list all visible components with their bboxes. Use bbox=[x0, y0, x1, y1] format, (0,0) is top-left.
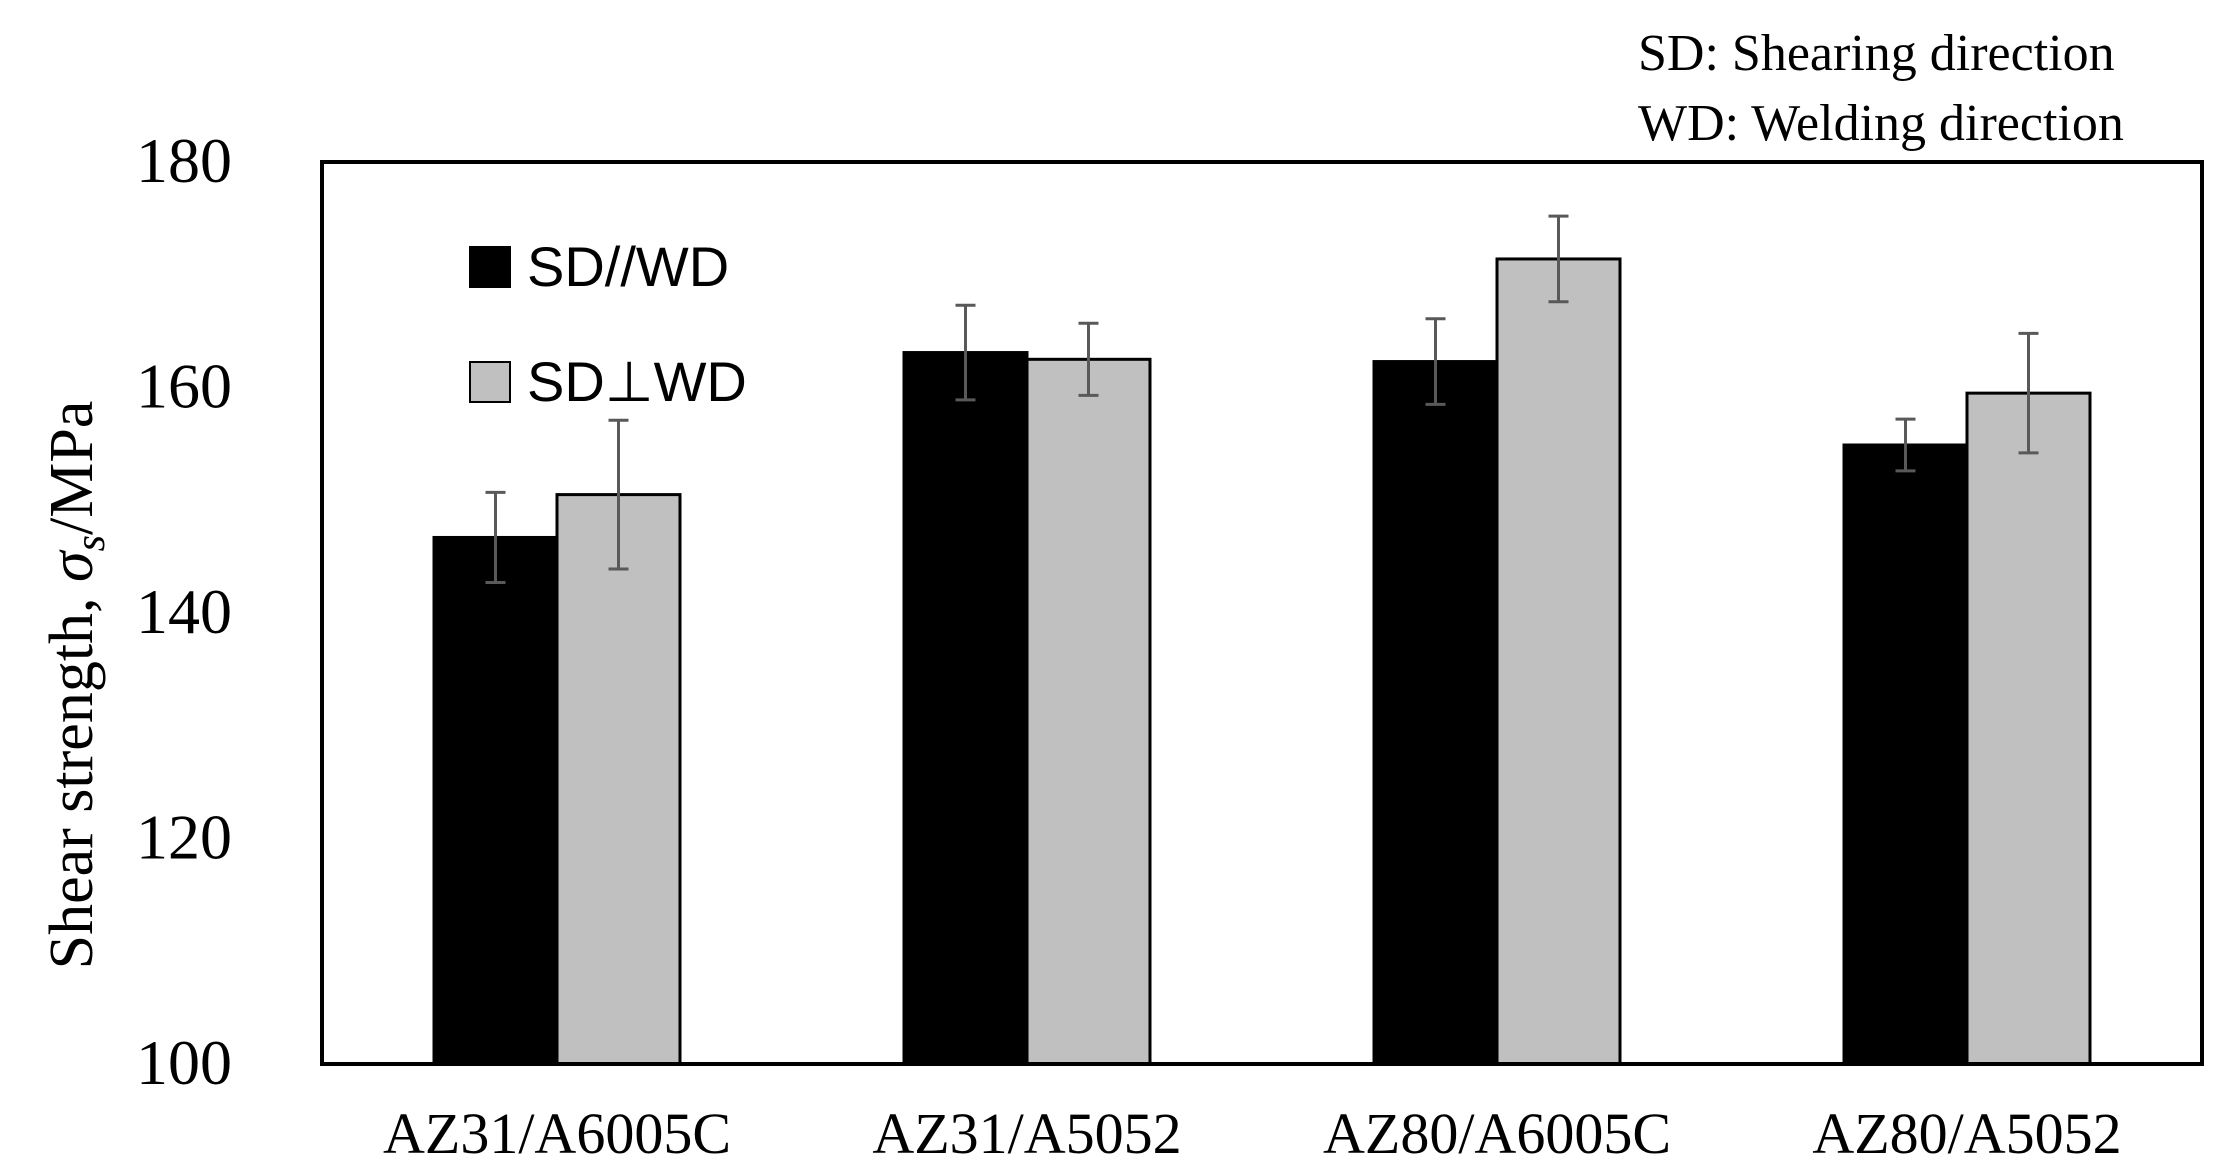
bar bbox=[1965, 391, 2092, 1066]
x-tick-labels: AZ31/A6005C AZ31/A5052 AZ80/A6005C AZ80/A50… bbox=[383, 1101, 2122, 1166]
error-bar bbox=[1425, 317, 1446, 406]
error-bar bbox=[485, 490, 506, 585]
y-tick-label: 100 bbox=[136, 1027, 232, 1098]
y-tick-label: 120 bbox=[136, 802, 232, 873]
legend: SD//WD SD⊥WD bbox=[469, 235, 747, 413]
error-bars-layer bbox=[485, 214, 2039, 585]
legend-label-sd-perp-wd: SD⊥WD bbox=[527, 350, 747, 413]
bar bbox=[432, 535, 559, 1066]
y-tick-label: 180 bbox=[136, 125, 232, 196]
bar bbox=[1025, 357, 1152, 1066]
x-tick-label: AZ80/A6005C bbox=[1323, 1101, 1671, 1166]
bar bbox=[1842, 443, 1969, 1066]
annotation-wd: WD: Welding direction bbox=[1638, 95, 2124, 152]
y-tick-label: 140 bbox=[136, 576, 232, 647]
y-axis-label-main: Shear strength, bbox=[38, 582, 106, 969]
bar bbox=[902, 351, 1029, 1066]
bar bbox=[555, 493, 682, 1066]
error-bar bbox=[2018, 331, 2039, 455]
y-axis-label-unit: /MPa bbox=[38, 401, 106, 535]
x-tick-label: AZ80/A5052 bbox=[1812, 1101, 2121, 1166]
bars-layer bbox=[432, 257, 2092, 1066]
x-tick-label: AZ31/A6005C bbox=[383, 1101, 731, 1166]
error-bar bbox=[608, 418, 629, 571]
y-axis-label: Shear strength, σs/MPa bbox=[38, 401, 114, 970]
x-tick-label: AZ31/A5052 bbox=[872, 1101, 1181, 1166]
error-bar bbox=[1548, 214, 1569, 304]
y-tick-label: 160 bbox=[136, 351, 232, 422]
y-axis-label-symbol: σ bbox=[38, 549, 106, 582]
y-axis-label-subscript: s bbox=[68, 535, 114, 551]
legend-swatch-sd-perp-wd bbox=[469, 361, 511, 403]
error-bar bbox=[955, 303, 976, 402]
legend-swatch-sd-parallel-wd bbox=[469, 246, 511, 288]
legend-label-sd-parallel-wd: SD//WD bbox=[527, 235, 729, 298]
annotation-sd: SD: Shearing direction bbox=[1638, 25, 2115, 82]
error-bar bbox=[1078, 321, 1099, 397]
bar bbox=[1372, 360, 1499, 1066]
y-tick-labels: 100 120 140 160 180 bbox=[136, 125, 232, 1098]
bar bbox=[1495, 257, 1622, 1066]
error-bar bbox=[1895, 417, 1916, 473]
plot-area-frame bbox=[320, 160, 2204, 1066]
